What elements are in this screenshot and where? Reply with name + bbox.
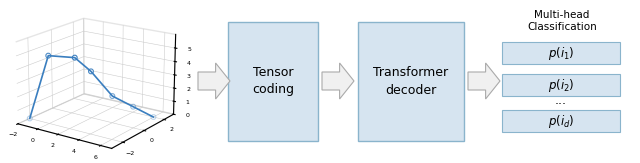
FancyBboxPatch shape xyxy=(502,42,620,64)
Text: Tensor
coding: Tensor coding xyxy=(252,66,294,96)
Text: $p(i_d)$: $p(i_d)$ xyxy=(548,112,574,129)
Text: Transformer
decoder: Transformer decoder xyxy=(373,66,449,96)
Polygon shape xyxy=(198,63,230,99)
Text: $p(i_2)$: $p(i_2)$ xyxy=(548,76,574,94)
Text: $p(i_1)$: $p(i_1)$ xyxy=(548,44,574,61)
Text: ...: ... xyxy=(555,94,567,106)
Polygon shape xyxy=(468,63,500,99)
FancyBboxPatch shape xyxy=(228,22,318,141)
FancyBboxPatch shape xyxy=(358,22,464,141)
FancyBboxPatch shape xyxy=(502,74,620,96)
FancyBboxPatch shape xyxy=(502,110,620,132)
Text: Multi-head
Classification: Multi-head Classification xyxy=(527,10,597,32)
Polygon shape xyxy=(322,63,354,99)
